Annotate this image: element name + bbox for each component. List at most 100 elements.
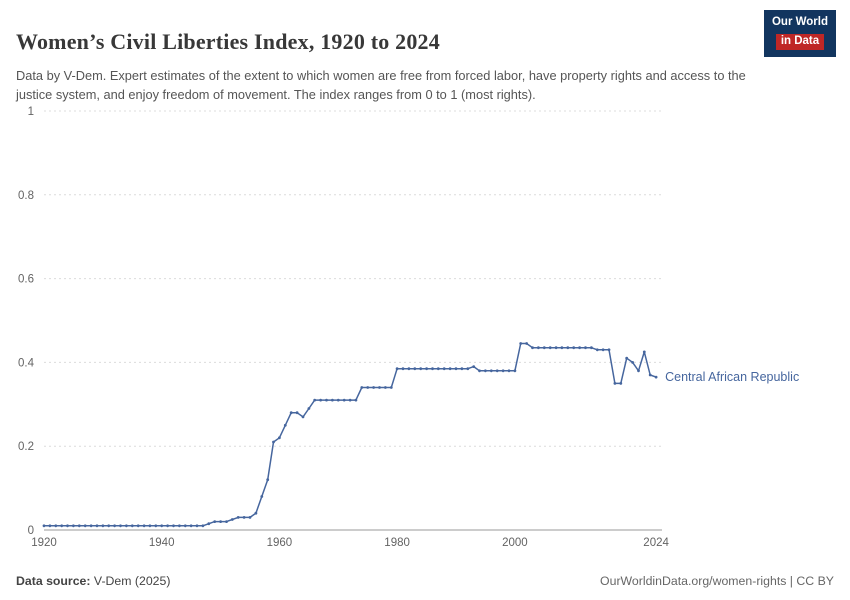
data-point bbox=[54, 524, 58, 528]
data-point bbox=[230, 518, 234, 521]
data-point bbox=[319, 398, 322, 402]
data-point bbox=[590, 346, 593, 350]
data-point bbox=[354, 398, 358, 402]
data-point bbox=[254, 511, 258, 515]
data-point bbox=[513, 369, 517, 373]
data-point bbox=[301, 415, 305, 419]
data-point bbox=[484, 369, 487, 373]
data-point bbox=[42, 524, 46, 528]
data-point bbox=[595, 348, 599, 352]
data-point bbox=[72, 524, 75, 528]
data-source-label: Data source: bbox=[16, 574, 91, 588]
data-point bbox=[272, 440, 275, 444]
data-point bbox=[578, 346, 581, 350]
data-point bbox=[531, 346, 534, 350]
data-point bbox=[219, 520, 223, 523]
y-tick-label: 1 bbox=[28, 106, 34, 118]
data-point bbox=[525, 342, 528, 345]
data-point bbox=[360, 386, 364, 389]
data-point bbox=[313, 398, 317, 402]
data-point bbox=[160, 524, 164, 528]
line-chart: 0 0.2 0.4 0.6 0.8 1 1920 1940 1960 1980 2000 2024 Ce… bbox=[18, 106, 799, 549]
data-point bbox=[148, 524, 152, 528]
data-line bbox=[44, 342, 657, 527]
data-point bbox=[389, 386, 393, 389]
data-point bbox=[407, 367, 411, 371]
data-point bbox=[637, 369, 640, 373]
footer-link[interactable]: OurWorldinData.org/women-rights | CC BY bbox=[600, 574, 834, 588]
data-point bbox=[519, 342, 523, 345]
data-point bbox=[266, 478, 270, 482]
data-point bbox=[107, 524, 111, 528]
data-point bbox=[378, 386, 381, 389]
data-point bbox=[507, 369, 511, 373]
data-point bbox=[154, 524, 158, 528]
data-point bbox=[189, 524, 193, 528]
data-point bbox=[501, 369, 505, 373]
data-point bbox=[384, 386, 387, 389]
data-point bbox=[325, 398, 328, 402]
x-tick-label: 1940 bbox=[149, 537, 175, 549]
data-point bbox=[183, 524, 187, 528]
data-point bbox=[336, 398, 340, 402]
y-tick-label: 0 bbox=[28, 525, 34, 537]
data-point bbox=[60, 524, 64, 528]
data-point bbox=[207, 522, 211, 526]
data-point bbox=[331, 398, 334, 402]
data-point bbox=[172, 524, 175, 528]
data-point bbox=[413, 367, 417, 371]
data-point bbox=[260, 495, 264, 498]
data-point bbox=[642, 350, 646, 354]
data-point bbox=[601, 348, 605, 352]
x-tick-label: 1920 bbox=[31, 537, 57, 549]
data-point bbox=[566, 346, 570, 350]
data-point bbox=[307, 407, 311, 410]
data-point bbox=[201, 524, 205, 528]
data-point bbox=[166, 524, 170, 528]
data-point bbox=[225, 520, 228, 523]
data-point bbox=[342, 398, 346, 402]
data-point bbox=[436, 367, 440, 371]
data-point bbox=[130, 524, 134, 528]
data-source: Data source: V-Dem (2025) bbox=[16, 574, 170, 588]
data-point bbox=[89, 524, 93, 528]
data-point bbox=[619, 382, 623, 385]
data-point bbox=[119, 524, 122, 528]
owid-logo-line2: in Data bbox=[775, 33, 825, 50]
data-point bbox=[372, 386, 375, 389]
data-point bbox=[136, 524, 140, 528]
data-point bbox=[431, 367, 434, 371]
data-point bbox=[584, 346, 587, 350]
data-point bbox=[101, 524, 105, 528]
data-point bbox=[348, 398, 352, 402]
x-tick-label: 2000 bbox=[502, 537, 528, 549]
data-point bbox=[607, 348, 611, 352]
y-tick-label: 0.4 bbox=[18, 357, 35, 369]
data-point bbox=[548, 346, 552, 350]
entity-label: Central African Republic bbox=[665, 370, 799, 384]
data-point bbox=[95, 524, 99, 528]
data-point bbox=[542, 346, 546, 350]
data-point bbox=[419, 367, 423, 371]
data-point bbox=[648, 373, 652, 377]
data-point bbox=[554, 346, 558, 350]
data-point bbox=[478, 369, 481, 373]
data-point bbox=[213, 520, 217, 523]
data-point bbox=[560, 346, 564, 350]
owid-logo[interactable]: Our World in Data bbox=[763, 10, 836, 57]
data-point bbox=[472, 365, 476, 368]
data-point bbox=[572, 346, 576, 350]
data-point bbox=[283, 423, 287, 427]
data-point bbox=[195, 524, 199, 528]
owid-logo-line1: Our World bbox=[771, 16, 828, 28]
data-point bbox=[401, 367, 405, 371]
data-point bbox=[125, 524, 128, 528]
data-point bbox=[295, 411, 299, 415]
x-tick-label: 1960 bbox=[267, 537, 293, 549]
data-point bbox=[66, 524, 69, 528]
data-point bbox=[366, 386, 370, 389]
page-title: Women’s Civil Liberties Index, 1920 to 2… bbox=[16, 28, 440, 54]
data-point bbox=[460, 367, 464, 371]
y-tick-label: 0.6 bbox=[18, 274, 34, 286]
